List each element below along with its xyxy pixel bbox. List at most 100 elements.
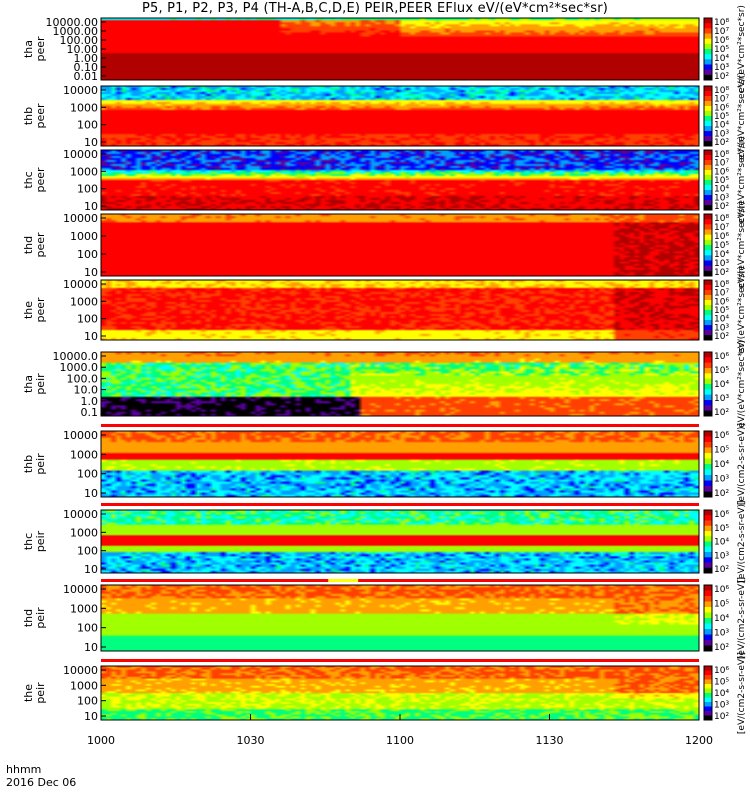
colorbar-segment [704,711,712,716]
colorbar-segment [704,155,712,161]
colorbar-segment [704,436,712,443]
colorbar: 10⁶ 10⁵ 10⁴ 10³ 10² [eV/(cm2-s-sr-eV)] [703,423,747,505]
colorbar-tick-label: 10⁷ [714,289,729,299]
colorbar-unit-label: [eV/(cm2-s-sr-eV)] [737,652,747,734]
colorbar-segment [704,255,712,261]
y-tick-label: 1000 [70,230,98,243]
colorbar-frame [703,17,713,81]
colorbar-segment [704,74,712,81]
spectrogram-image [101,585,699,651]
y-tick-label: 10 [84,330,98,343]
colorbar-segment [704,458,712,465]
colorbar-segment [704,136,712,142]
colorbar-segment [704,693,712,698]
colorbar-segment [704,190,712,196]
colorbar-segment [704,442,712,448]
y-tick-label: 100 [77,183,98,196]
y-tick-label: 100 [77,545,98,558]
colorbar-segment [704,634,712,641]
colorbar-tick-label: 10⁵ [714,306,729,316]
colorbar-segment [704,106,712,112]
colorbar-segment [704,464,712,470]
panel-species-label: peer [34,36,47,62]
colorbar-segment [704,666,712,671]
spectrogram-image [101,214,699,276]
colorbar-tick-label: 10⁴ [714,185,729,195]
colorbar-segment [704,410,712,417]
panel-probe-label: tha [22,40,35,58]
colorbar-segment [704,596,712,602]
colorbar-tick-label: 10² [714,138,729,148]
colorbar-segment [704,447,712,454]
colorbar-segment [704,101,712,107]
colorbar-segment [704,546,712,553]
colorbar-segment [704,49,712,55]
colorbar-segment [704,54,712,60]
colorbar-segment [704,111,712,117]
colorbar-tick-label: 10⁵ [714,600,729,610]
colorbar-segment [704,491,712,498]
y-tick-label: 10.0 [74,384,99,397]
colorbar-tick-label: 10³ [714,129,729,139]
panel-probe-label: thd [22,609,35,627]
y-tick-label: 10000 [63,583,98,596]
colorbar-tick-label: 10² [714,712,729,722]
colorbar-tick-label: 10³ [714,394,729,404]
colorbar-segment [704,219,712,225]
colorbar-tick-label: 10⁵ [714,45,729,55]
colorbar-segment [704,541,712,548]
colorbar-tick-label: 10³ [714,475,729,485]
x-axis-label: hhmm [6,763,41,776]
colorbar-segment [704,33,712,40]
colorbar-segment [704,224,712,230]
panel-species-label: peer [34,232,47,258]
colorbar-segment [704,702,712,707]
colorbar-tick-label: 10² [714,72,729,82]
colorbar-segment [704,116,712,122]
panel-species-label: peer [34,167,47,193]
colorbar-segment [704,195,712,201]
spectrogram-image [101,510,699,573]
colorbar-unit-label: eV/(eV*cm²*sec*sr) [737,201,747,289]
colorbar-segment [704,245,712,251]
y-tick-label: 1000 [70,526,98,539]
colorbar-segment [704,295,712,301]
colorbar-segment [704,623,712,630]
colorbar-segment [704,260,712,267]
y-tick-label: 1000 [70,679,98,692]
y-tick-label: 0.01 [74,70,99,83]
colorbar-segment [704,486,712,492]
x-tick-label: 1030 [237,734,265,747]
panel-thb-peir: 10000 1000 100 10 thb peir 10⁶ 10⁵ 10⁴ 10³ 10² [eV/… [22,423,747,505]
colorbar-segment [704,394,712,401]
colorbar-segment [704,18,712,24]
colorbar-segment [704,357,712,364]
colorbar-tick-label: 10⁶ [714,297,729,307]
colorbar-segment [704,405,712,412]
colorbar-segment [704,567,712,574]
colorbar-tick-label: 10⁸ [714,280,729,290]
colorbar-tick-label: 10⁴ [714,460,729,470]
colorbar-segment [704,475,712,481]
panel-probe-label: thb [22,455,35,473]
colorbar-segment [704,557,712,563]
colorbar-segment [704,675,712,680]
colorbar-segment [704,480,712,487]
colorbar-segment [704,670,712,676]
panel-frame [100,213,700,277]
colorbar-segment [704,601,712,608]
colorbar-frame [703,430,713,498]
colorbar-segment [704,640,712,646]
y-tick-label: 10 [84,641,98,654]
colorbar-frame [703,149,713,211]
colorbar-segment [704,525,712,532]
y-tick-label: 1000.00 [53,25,99,38]
y-tick-label: 100.00 [60,34,99,47]
y-tick-label: 1000 [70,101,98,114]
colorbar-segment [704,165,712,171]
y-tick-label: 10000 [63,278,98,291]
colorbar-segment [704,121,712,127]
